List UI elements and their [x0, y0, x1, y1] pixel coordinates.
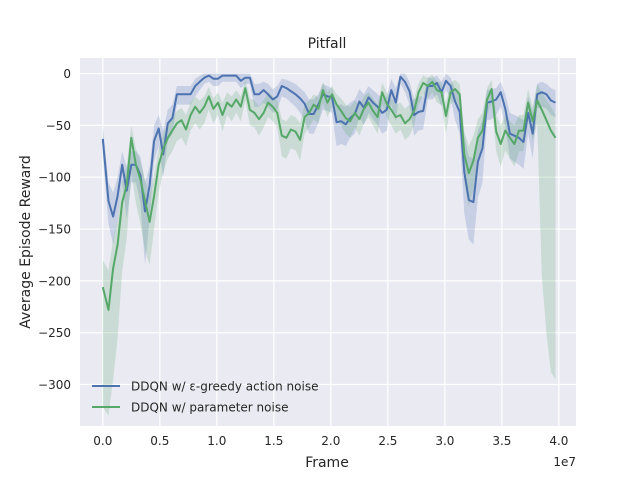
x-axis-ticks: 0.0 0.5 1.0 1.5 2.0 2.5 3.0 3.5 4.0 — [93, 434, 568, 448]
x-tick-label: 1.5 — [264, 434, 283, 448]
y-axis-label: Average Episode Reward — [18, 155, 34, 329]
legend-label-1: DDQN w/ parameter noise — [131, 401, 288, 415]
series-lines — [101, 74, 557, 311]
legend: DDQN w/ ε-greedy action noise DDQN w/ par… — [92, 380, 318, 415]
x-tick-label: 1.0 — [207, 434, 226, 448]
x-tick-label: 3.0 — [435, 434, 454, 448]
x-axis-label: Frame — [305, 455, 349, 471]
x-tick-label: 0.0 — [93, 434, 112, 448]
x-tick-label: 3.5 — [492, 434, 511, 448]
y-tick-label: −250 — [38, 326, 71, 340]
y-tick-label: 0 — [63, 67, 71, 81]
x-tick-label: 4.0 — [549, 434, 568, 448]
y-tick-label: −150 — [38, 223, 71, 237]
y-axis-ticks: 0 −50 −100 −150 −200 −250 −300 — [38, 67, 71, 392]
plot-area — [80, 58, 576, 426]
x-tick-label: 2.5 — [378, 434, 397, 448]
legend-label-0: DDQN w/ ε-greedy action noise — [131, 380, 318, 394]
x-tick-label: 2.0 — [321, 434, 340, 448]
series-1-line — [101, 80, 557, 311]
y-tick-label: −100 — [38, 171, 71, 185]
y-tick-label: −50 — [46, 119, 71, 133]
y-tick-label: −300 — [38, 378, 71, 392]
grid-lines — [80, 58, 576, 426]
x-axis-offset-label: 1e7 — [553, 455, 576, 469]
y-tick-label: −200 — [38, 274, 71, 288]
x-tick-label: 0.5 — [150, 434, 169, 448]
chart-title: Pitfall — [308, 36, 347, 52]
